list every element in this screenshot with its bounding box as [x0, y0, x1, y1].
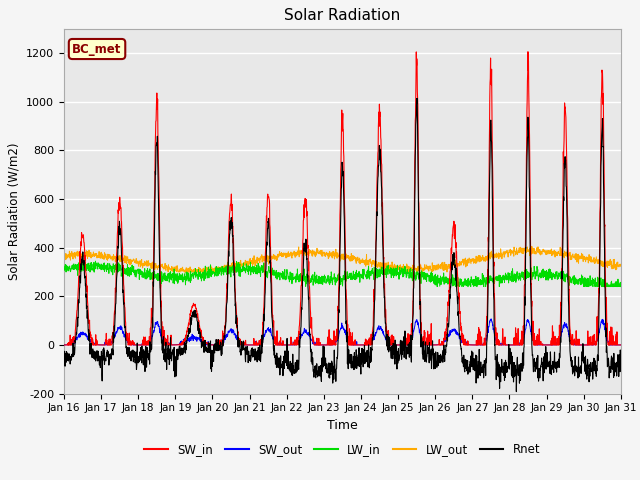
SW_in: [568, 342, 575, 348]
Line: LW_in: LW_in: [64, 261, 621, 287]
LW_in: [505, 280, 513, 286]
Line: Rnet: Rnet: [64, 98, 621, 392]
SW_out: [584, 342, 591, 348]
Rnet: [584, 356, 591, 362]
SW_in: [216, 342, 223, 348]
LW_out: [617, 264, 625, 269]
LW_in: [79, 258, 86, 264]
LW_out: [216, 265, 223, 271]
LW_out: [60, 254, 68, 260]
SW_out: [60, 342, 68, 348]
Line: LW_out: LW_out: [64, 246, 621, 272]
SW_in: [524, 49, 532, 55]
SW_out: [487, 316, 495, 322]
Rnet: [216, 342, 223, 348]
Rnet: [371, 299, 378, 304]
LW_out: [568, 255, 576, 261]
Rnet: [513, 389, 520, 395]
LW_out: [359, 256, 367, 262]
LW_out: [584, 256, 591, 262]
SW_out: [613, 342, 621, 348]
LW_out: [528, 243, 536, 249]
SW_in: [584, 342, 591, 348]
SW_in: [371, 292, 378, 298]
LW_in: [584, 276, 591, 281]
SW_in: [358, 342, 366, 348]
SW_in: [613, 342, 621, 348]
LW_in: [60, 264, 68, 269]
SW_in: [504, 342, 512, 348]
Rnet: [358, 346, 366, 351]
Rnet: [617, 362, 625, 368]
SW_in: [60, 342, 68, 348]
LW_out: [504, 250, 512, 256]
LW_out: [371, 258, 379, 264]
Line: SW_in: SW_in: [64, 52, 621, 345]
LW_in: [371, 271, 379, 276]
SW_out: [504, 342, 512, 348]
Y-axis label: Solar Radiation (W/m2): Solar Radiation (W/m2): [8, 143, 20, 280]
Legend: SW_in, SW_out, LW_in, LW_out, Rnet: SW_in, SW_out, LW_in, LW_out, Rnet: [140, 438, 545, 461]
LW_in: [359, 267, 367, 273]
SW_out: [358, 342, 366, 348]
Text: BC_met: BC_met: [72, 43, 122, 56]
LW_out: [164, 269, 172, 275]
Line: SW_out: SW_out: [64, 319, 621, 345]
Rnet: [568, 358, 576, 363]
SW_out: [216, 341, 223, 347]
LW_in: [617, 284, 625, 289]
Rnet: [413, 96, 421, 101]
LW_in: [216, 269, 223, 275]
LW_in: [568, 276, 576, 281]
SW_out: [371, 332, 378, 338]
SW_out: [568, 336, 575, 342]
X-axis label: Time: Time: [327, 419, 358, 432]
SW_in: [617, 342, 625, 348]
LW_in: [433, 284, 441, 289]
SW_out: [617, 342, 625, 348]
Rnet: [60, 354, 68, 360]
Rnet: [504, 361, 512, 367]
Title: Solar Radiation: Solar Radiation: [284, 9, 401, 24]
